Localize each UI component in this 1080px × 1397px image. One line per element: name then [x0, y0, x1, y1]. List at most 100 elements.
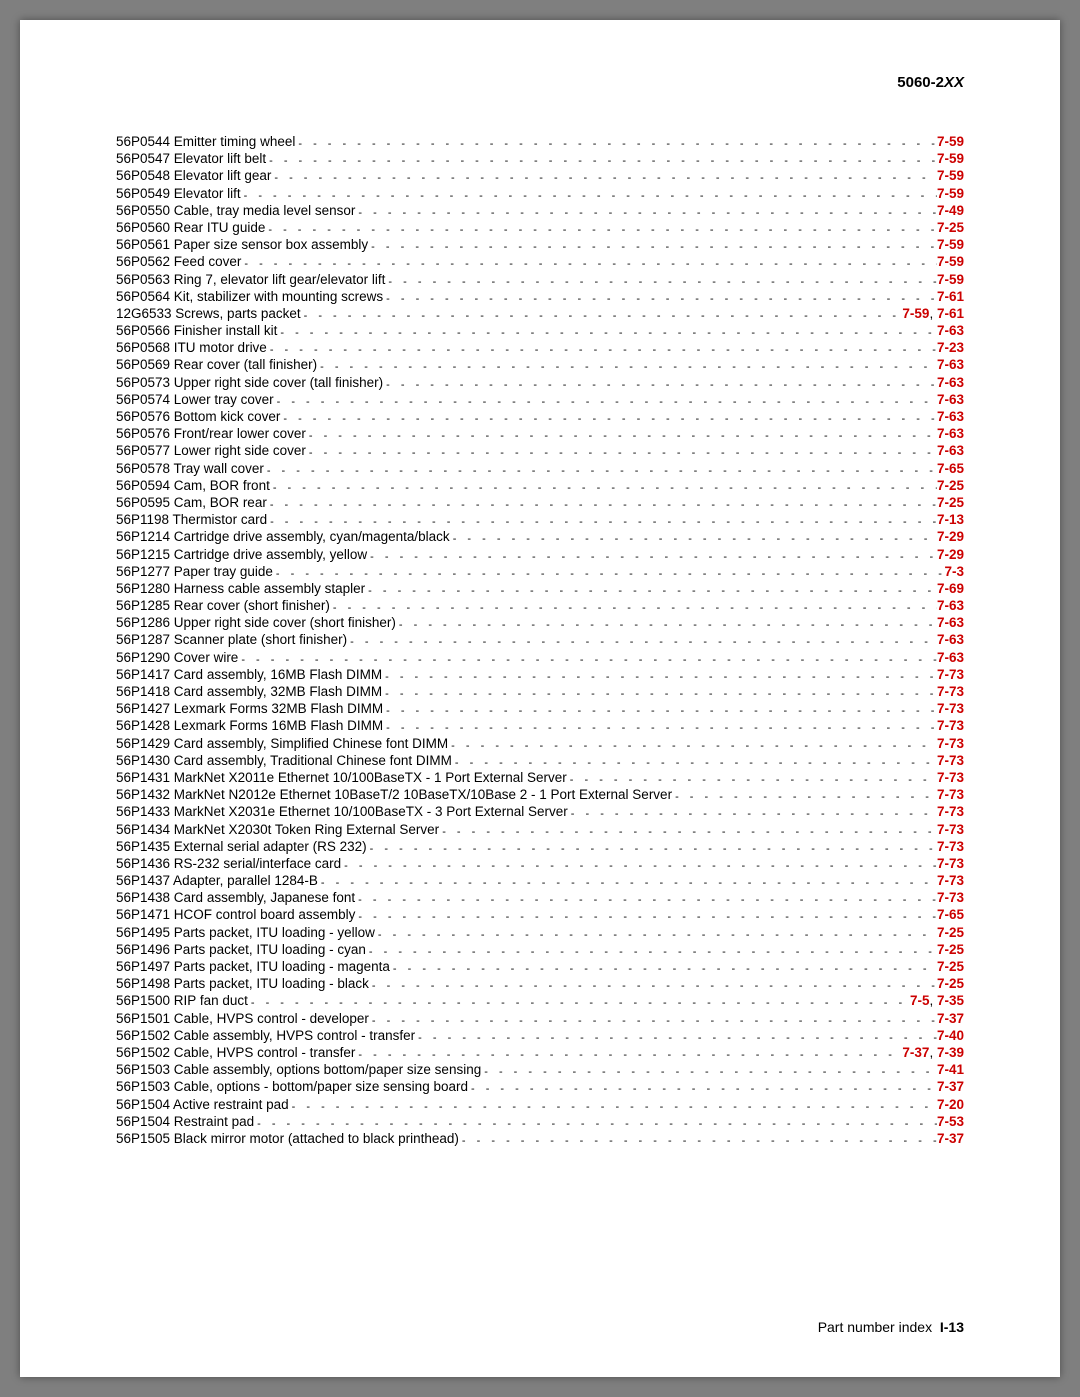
- page-ref[interactable]: 7-25: [937, 220, 964, 235]
- entry-text: 56P0561 Paper size sensor box assembly: [116, 238, 368, 252]
- page-ref[interactable]: 7-25: [937, 925, 964, 940]
- page-ref[interactable]: 7-73: [937, 804, 964, 819]
- page-ref[interactable]: 7-59: [937, 168, 964, 183]
- entry-refs: 7-73: [937, 805, 964, 819]
- page-ref[interactable]: 7-63: [937, 615, 964, 630]
- index-entry: 56P1429 Card assembly, Simplified Chines…: [116, 737, 964, 754]
- page-ref[interactable]: 7-63: [937, 409, 964, 424]
- page-ref[interactable]: 7-59: [937, 272, 964, 287]
- page-ref[interactable]: 7-35: [937, 993, 964, 1008]
- index-entry: 56P1430 Card assembly, Traditional Chine…: [116, 754, 964, 771]
- page-ref[interactable]: 7-37: [937, 1079, 964, 1094]
- page-ref[interactable]: 7-29: [937, 547, 964, 562]
- leader-dots: [355, 895, 937, 906]
- entry-refs: 7-61: [937, 290, 964, 304]
- entry-refs: 7-65: [937, 908, 964, 922]
- page-ref[interactable]: 7-25: [937, 495, 964, 510]
- page-ref[interactable]: 7-37: [937, 1131, 964, 1146]
- page-ref[interactable]: 7-53: [937, 1114, 964, 1129]
- page-ref[interactable]: 7-63: [937, 392, 964, 407]
- page-ref[interactable]: 7-63: [937, 632, 964, 647]
- page-ref[interactable]: 7-61: [937, 306, 964, 321]
- page-ref[interactable]: 7-61: [937, 289, 964, 304]
- index-entry: 56P0564 Kit, stabilizer with mounting sc…: [116, 290, 964, 307]
- page-ref[interactable]: 7-73: [937, 856, 964, 871]
- page-ref[interactable]: 7-73: [937, 770, 964, 785]
- entry-text: 56P1434 MarkNet X2030t Token Ring Extern…: [116, 823, 439, 837]
- page-ref[interactable]: 7-25: [937, 976, 964, 991]
- page-ref[interactable]: 7-73: [937, 822, 964, 837]
- index-entry: 56P1436 RS-232 serial/interface card 7-7…: [116, 857, 964, 874]
- page-ref[interactable]: 7-73: [937, 873, 964, 888]
- index-entry: 56P0576 Front/rear lower cover 7-63: [116, 427, 964, 444]
- leader-dots: [341, 861, 937, 872]
- page-ref[interactable]: 7-63: [937, 357, 964, 372]
- page-ref[interactable]: 7-63: [937, 598, 964, 613]
- page-ref[interactable]: 7-63: [937, 443, 964, 458]
- page-ref[interactable]: 7-59: [937, 254, 964, 269]
- page-ref[interactable]: 7-13: [937, 512, 964, 527]
- page-ref[interactable]: 7-37: [902, 1045, 929, 1060]
- entry-text: 56P1497 Parts packet, ITU loading - mage…: [116, 960, 390, 974]
- entry-text: 56P1290 Cover wire: [116, 651, 238, 665]
- index-entry: 56P0562 Feed cover 7-59: [116, 255, 964, 272]
- page-ref[interactable]: 7-73: [937, 718, 964, 733]
- page-ref[interactable]: 7-73: [937, 753, 964, 768]
- page-ref[interactable]: 7-63: [937, 650, 964, 665]
- page-ref[interactable]: 7-73: [937, 890, 964, 905]
- page-ref[interactable]: 7-63: [937, 375, 964, 390]
- page-ref[interactable]: 7-59: [937, 134, 964, 149]
- entry-refs: 7-59: [937, 152, 964, 166]
- page-ref[interactable]: 7-69: [937, 581, 964, 596]
- entry-refs: 7-23: [937, 341, 964, 355]
- index-entry: 56P1502 Cable assembly, HVPS control - t…: [116, 1029, 964, 1046]
- page-ref[interactable]: 7-59: [937, 237, 964, 252]
- page-ref[interactable]: 7-25: [937, 478, 964, 493]
- entry-refs: 7-63: [937, 324, 964, 338]
- entry-text: 56P1503 Cable, options - bottom/paper si…: [116, 1080, 468, 1094]
- leader-dots: [289, 1102, 937, 1113]
- page-ref[interactable]: 7-25: [937, 942, 964, 957]
- index-entry: 56P1427 Lexmark Forms 32MB Flash DIMM 7-…: [116, 702, 964, 719]
- page-ref[interactable]: 7-73: [937, 684, 964, 699]
- page-ref[interactable]: 7-23: [937, 340, 964, 355]
- leader-dots: [265, 225, 937, 236]
- page-ref[interactable]: 7-5: [910, 993, 930, 1008]
- ref-separator: ,: [929, 993, 937, 1008]
- page-ref[interactable]: 7-29: [937, 529, 964, 544]
- page-ref[interactable]: 7-65: [937, 907, 964, 922]
- page-ref[interactable]: 7-59: [902, 306, 929, 321]
- page-ref[interactable]: 7-37: [937, 1011, 964, 1026]
- page-ref[interactable]: 7-39: [937, 1045, 964, 1060]
- page-ref[interactable]: 7-40: [937, 1028, 964, 1043]
- page-ref[interactable]: 7-20: [937, 1097, 964, 1112]
- entry-text: 56P0576 Bottom kick cover: [116, 410, 280, 424]
- page-ref[interactable]: 7-73: [937, 787, 964, 802]
- entry-text: 56P1427 Lexmark Forms 32MB Flash DIMM: [116, 702, 383, 716]
- leader-dots: [280, 414, 937, 425]
- index-entry: 56P0573 Upper right side cover (tall fin…: [116, 376, 964, 393]
- entry-refs: 7-63: [937, 633, 964, 647]
- page-ref[interactable]: 7-49: [937, 203, 964, 218]
- index-entry: 56P1502 Cable, HVPS control - transfer 7…: [116, 1046, 964, 1063]
- page-ref[interactable]: 7-63: [937, 426, 964, 441]
- page-ref[interactable]: 7-73: [937, 736, 964, 751]
- entry-refs: 7-53: [937, 1115, 964, 1129]
- page-ref[interactable]: 7-25: [937, 959, 964, 974]
- page-ref[interactable]: 7-59: [937, 186, 964, 201]
- page-ref[interactable]: 7-59: [937, 151, 964, 166]
- page-ref[interactable]: 7-65: [937, 461, 964, 476]
- index-entry: 56P1498 Parts packet, ITU loading - blac…: [116, 977, 964, 994]
- page-ref[interactable]: 7-73: [937, 701, 964, 716]
- entry-refs: 7-73: [937, 685, 964, 699]
- page-ref[interactable]: 7-63: [937, 323, 964, 338]
- page-ref[interactable]: 7-73: [937, 839, 964, 854]
- page-ref[interactable]: 7-41: [937, 1062, 964, 1077]
- leader-dots: [459, 1136, 937, 1147]
- page-ref[interactable]: 7-73: [937, 667, 964, 682]
- page-ref[interactable]: 7-3: [944, 564, 964, 579]
- entry-text: 56P1498 Parts packet, ITU loading - blac…: [116, 977, 369, 991]
- leader-dots: [306, 431, 937, 442]
- index-entry: 56P0561 Paper size sensor box assembly 7…: [116, 238, 964, 255]
- entry-text: 56P1198 Thermistor card: [116, 513, 267, 527]
